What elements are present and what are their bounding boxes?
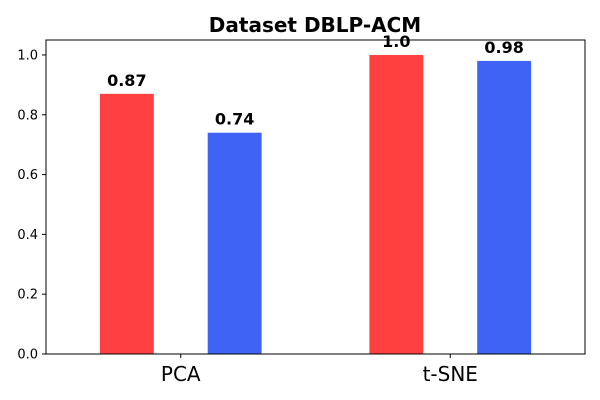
y-tick-label: 1.0 [17,48,38,63]
plot-area: 0.87 1.0 0.74 0.98 0.0 0.2 0.4 0.6 0.8 1.0 PCA t-SN… [17,32,586,386]
bar-pca-series-1 [99,93,154,354]
x-tick-label-t-sne: t-SNE [423,362,478,386]
data-label: 0.74 [215,110,254,129]
y-tick-label: 0.8 [17,108,38,123]
y-tick-label: 0.4 [17,228,38,243]
data-label: 0.98 [484,38,523,57]
y-tick-label: 0.2 [17,288,38,303]
axes-frame [45,39,586,355]
data-label: 1.0 [382,32,410,51]
y-tick-label: 0.0 [17,348,38,363]
bar-t-sne-series-2 [477,60,532,354]
x-tick-label-pca: PCA [161,362,201,386]
chart-title: Dataset DBLP-ACM [209,13,421,37]
data-label: 0.87 [107,71,146,90]
bar-t-sne-series-1 [369,54,424,354]
y-tick-label: 0.6 [17,168,38,183]
bar-pca-series-2 [207,132,262,354]
